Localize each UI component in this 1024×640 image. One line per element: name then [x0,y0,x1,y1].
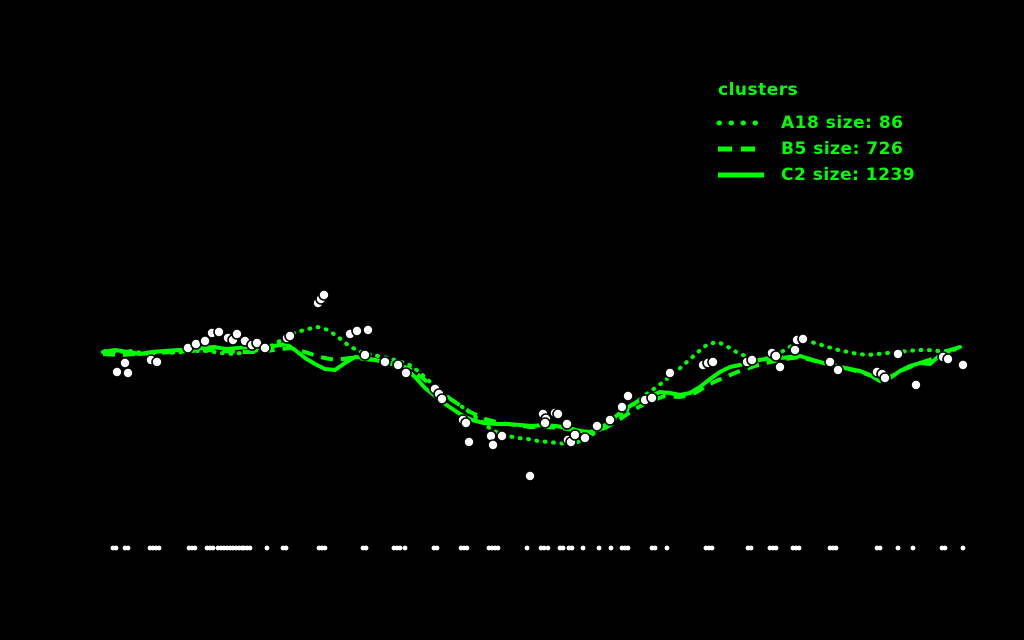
legend-entry-a18: A18 size: 86 [716,110,915,136]
rug-tick [464,545,470,551]
rug-tick [910,545,916,551]
scatter-point [199,335,211,347]
rug-tick [895,545,901,551]
rug-tick [322,545,328,551]
scatter-point [362,324,374,336]
rug-tick [247,545,253,551]
scatter-point [460,417,472,429]
scatter-point [942,353,954,365]
legend-label: B5 size: 726 [781,138,904,159]
rug-tick [560,545,566,551]
rug-tick [773,545,779,551]
legend: clusters A18 size: 86 B5 size: 726 C2 si… [716,82,915,188]
scatter-point [539,417,551,429]
rug-tick [833,545,839,551]
rug-tick [495,545,501,551]
rug-tick [625,545,631,551]
scatter-point [957,359,969,371]
legend-entry-c2: C2 size: 1239 [716,162,915,188]
scatter-point [774,361,786,373]
legend-title: clusters [718,80,799,100]
rug-tick [210,545,216,551]
scatter-point [561,418,573,430]
rug-tick [664,545,670,551]
rug-tick [580,545,586,551]
scatter-point [879,372,891,384]
scatter-point [359,349,371,361]
scatter-point [552,408,564,420]
scatter-point [622,390,634,402]
rug-tick [652,545,658,551]
rug-tick [877,545,883,551]
scatter-point [746,354,758,366]
scatter-point [284,330,296,342]
rug-tick [434,545,440,551]
rug-tick [709,545,715,551]
scatter-point [379,356,391,368]
rug-tick [748,545,754,551]
rug-tick [608,545,614,551]
dashed-line-key-icon [718,146,764,152]
rug-tick [363,545,369,551]
scatter-point [707,356,719,368]
scatter-point [463,436,475,448]
scatter-point [400,367,412,379]
scatter-point [111,366,123,378]
rug-tick [156,545,162,551]
scatter-point [664,367,676,379]
solid-line-key-icon [718,172,764,178]
scatter-point [646,392,658,404]
scatter-point [797,333,809,345]
rug-tick [283,545,289,551]
scatter-point [231,328,243,340]
rug-tick [960,545,966,551]
rug-tick [524,545,530,551]
scatter-point [789,344,801,356]
scatter-point [832,364,844,376]
rug-tick [397,545,403,551]
scatter-point [892,348,904,360]
scatter-point [351,325,363,337]
scatter-point [151,356,163,368]
scatter-point [251,337,263,349]
scatter-point [496,430,508,442]
rug-tick [569,545,575,551]
scatter-point [579,432,591,444]
scatter-point [524,470,536,482]
scatter-point [259,342,271,354]
rug-tick [942,545,948,551]
rug-tick [541,545,547,551]
rug-tick [125,545,131,551]
rug-tick [264,545,270,551]
scatter-point [824,356,836,368]
rug-tick [545,545,551,551]
scatter-point [318,289,330,301]
scatter-point [910,379,922,391]
scatter-point [392,359,404,371]
scatter-point [119,357,131,369]
legend-label: A18 size: 86 [781,112,904,133]
rug-tick [402,545,408,551]
legend-entry-b5: B5 size: 726 [716,136,915,162]
rug-tick [596,545,602,551]
series-line-a18 [103,325,960,446]
scatter-point [569,429,581,441]
dotted-line-key-icon [716,120,766,126]
scatter-point [436,393,448,405]
scatter-point [591,420,603,432]
scatter-point [604,414,616,426]
rug-tick [796,545,802,551]
scatter-point [487,439,499,451]
legend-label: C2 size: 1239 [781,164,916,185]
rug-tick [113,545,119,551]
scatter-point [122,367,134,379]
scatter-point [213,326,225,338]
rug-tick [192,545,198,551]
scatter-point [770,350,782,362]
scatter-point [616,401,628,413]
